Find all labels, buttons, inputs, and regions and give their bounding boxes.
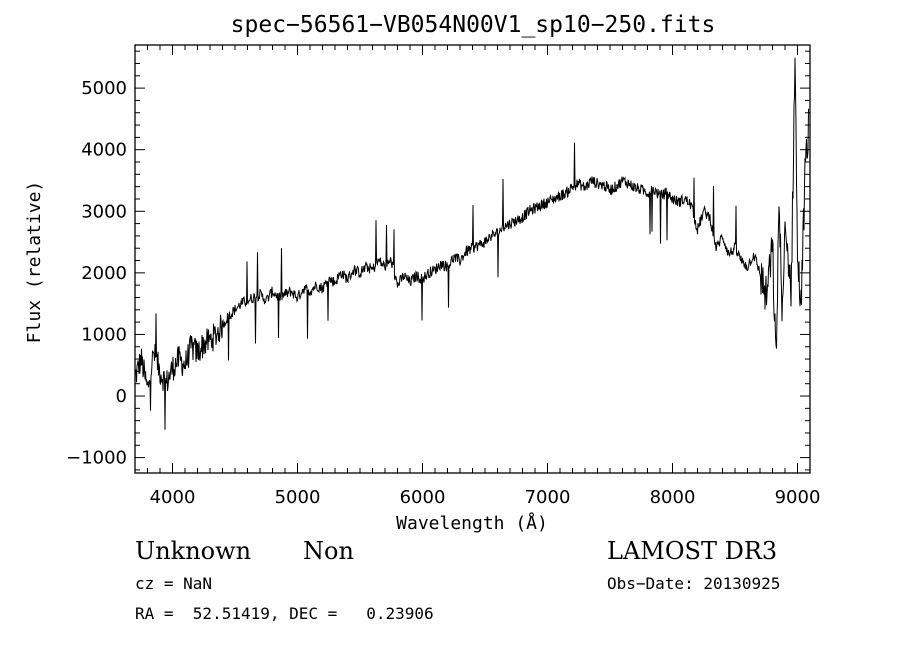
y-tick-labels: −1000 0 1000 2000 3000 4000 5000 xyxy=(66,78,127,468)
object-class: Unknown xyxy=(135,537,251,565)
y-tick-label: −1000 xyxy=(66,448,127,469)
chart-title: spec−56561−VB054N00V1_sp10−250.fits xyxy=(231,12,716,38)
y-tick-label: 0 xyxy=(116,386,127,407)
y-tick-label: 1000 xyxy=(81,324,127,345)
y-tick-label: 2000 xyxy=(81,263,127,284)
y-tick-label: 4000 xyxy=(81,140,127,161)
x-tick-label: 5000 xyxy=(275,487,321,508)
x-tick-label: 9000 xyxy=(775,487,821,508)
y-axis-label: Flux (relative) xyxy=(24,181,45,344)
x-axis-label: Wavelength (Å) xyxy=(396,512,548,534)
plot-frame xyxy=(134,44,811,474)
y-tick-label: 5000 xyxy=(81,78,127,99)
x-tick-label: 4000 xyxy=(150,487,196,508)
object-subclass: Non xyxy=(303,537,354,565)
coordinates-text: RA = 52.51419, DEC = 0.23906 xyxy=(135,604,434,623)
y-tick-label: 3000 xyxy=(81,201,127,222)
x-tick-label: 6000 xyxy=(400,487,446,508)
obs-date-text: Obs−Date: 20130925 xyxy=(607,574,780,593)
flux-series-line xyxy=(134,57,809,430)
x-tick-label: 8000 xyxy=(650,487,696,508)
x-tick-label: 7000 xyxy=(525,487,571,508)
redshift-text: cz = NaN xyxy=(135,574,212,593)
survey-name: LAMOST DR3 xyxy=(607,537,777,565)
axis-ticks xyxy=(134,45,811,473)
x-tick-labels: 4000 5000 6000 7000 8000 9000 xyxy=(150,487,821,508)
